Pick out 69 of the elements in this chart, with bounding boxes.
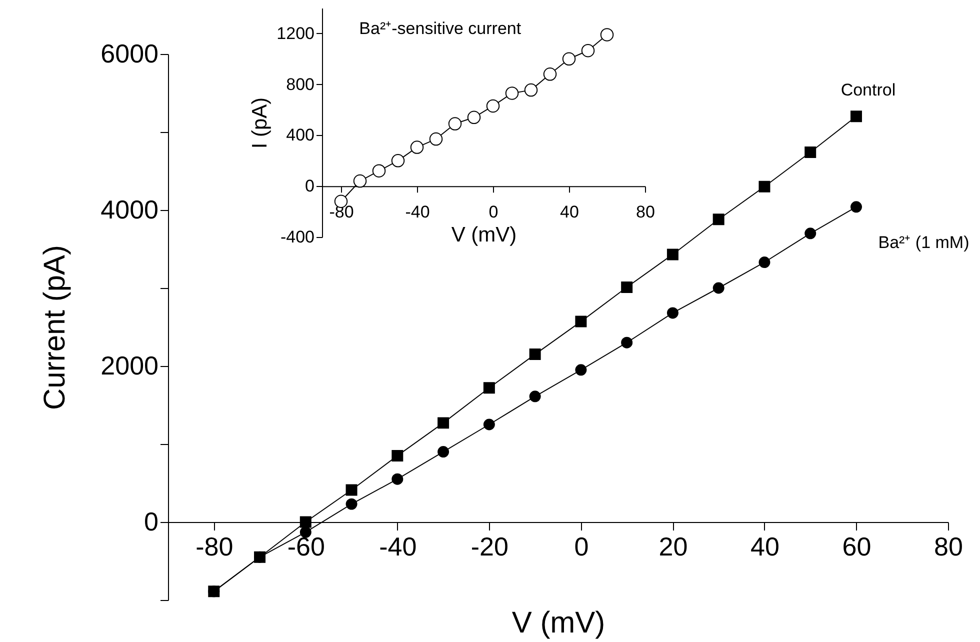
point	[448, 117, 462, 130]
x-tick-label: 80	[934, 532, 963, 562]
x-tick-label: -60	[287, 532, 325, 562]
point	[543, 68, 557, 81]
point	[575, 364, 587, 376]
point	[429, 132, 443, 146]
y-tick-label: 2000	[100, 350, 158, 380]
point	[562, 52, 576, 66]
y-tick-label: -400	[280, 228, 314, 246]
y-axis-title: Current (pA)	[38, 244, 72, 410]
y-tick-label: 400	[286, 126, 314, 145]
x-axis-title: V (mV)	[512, 606, 606, 640]
point	[850, 110, 862, 122]
point	[505, 86, 519, 100]
point	[621, 281, 633, 293]
point	[758, 256, 770, 268]
point	[486, 99, 500, 113]
point	[524, 83, 538, 97]
x-tick-label: 40	[560, 202, 579, 222]
series-label: Control	[840, 80, 896, 100]
point	[575, 316, 587, 328]
point	[467, 110, 481, 124]
x-axis-title: V (mV)	[451, 224, 517, 247]
x-tick-label: -80	[196, 532, 234, 562]
point	[529, 348, 541, 360]
text: Ba²⁺-sensitive current	[359, 19, 522, 38]
x-tick-label: 0	[488, 202, 498, 222]
point	[666, 307, 678, 319]
y-tick-label: 6000	[100, 38, 158, 68]
point	[372, 164, 386, 178]
point	[804, 228, 816, 240]
x-tick-label: -40	[379, 532, 417, 562]
point	[346, 498, 358, 510]
point	[712, 214, 724, 226]
y-tick-label: 4000	[100, 194, 158, 224]
x-tick-label: 40	[750, 532, 780, 562]
point	[300, 516, 312, 528]
point	[391, 154, 405, 168]
point	[712, 282, 724, 294]
x-tick-label: 60	[842, 532, 872, 562]
y-axis-title: I (pA)	[248, 97, 272, 149]
point	[483, 382, 495, 394]
point	[600, 28, 614, 42]
point	[666, 248, 678, 260]
point	[438, 417, 450, 429]
point	[300, 526, 312, 538]
point	[758, 180, 770, 192]
point	[410, 140, 424, 154]
point	[804, 146, 816, 158]
point	[438, 446, 450, 458]
point	[581, 44, 595, 58]
y-tick-label: 0	[144, 506, 158, 536]
y-tick-label: 800	[286, 74, 314, 94]
point	[392, 473, 404, 485]
point	[529, 390, 541, 402]
point	[621, 336, 633, 348]
point	[850, 201, 862, 213]
point	[483, 418, 495, 430]
series-label: Ba²⁺ (1 mM)	[878, 232, 970, 252]
point	[392, 450, 404, 462]
x-tick-label: 20	[658, 532, 688, 562]
x-tick-label: -20	[470, 532, 508, 562]
y-tick-label: 0	[305, 176, 314, 196]
x-tick-label: 80	[636, 202, 655, 222]
x-tick-label: -40	[405, 202, 430, 222]
point	[353, 174, 367, 188]
x-tick-label: 0	[574, 532, 589, 562]
y-tick-label: 1200	[276, 24, 314, 43]
point	[346, 484, 358, 496]
